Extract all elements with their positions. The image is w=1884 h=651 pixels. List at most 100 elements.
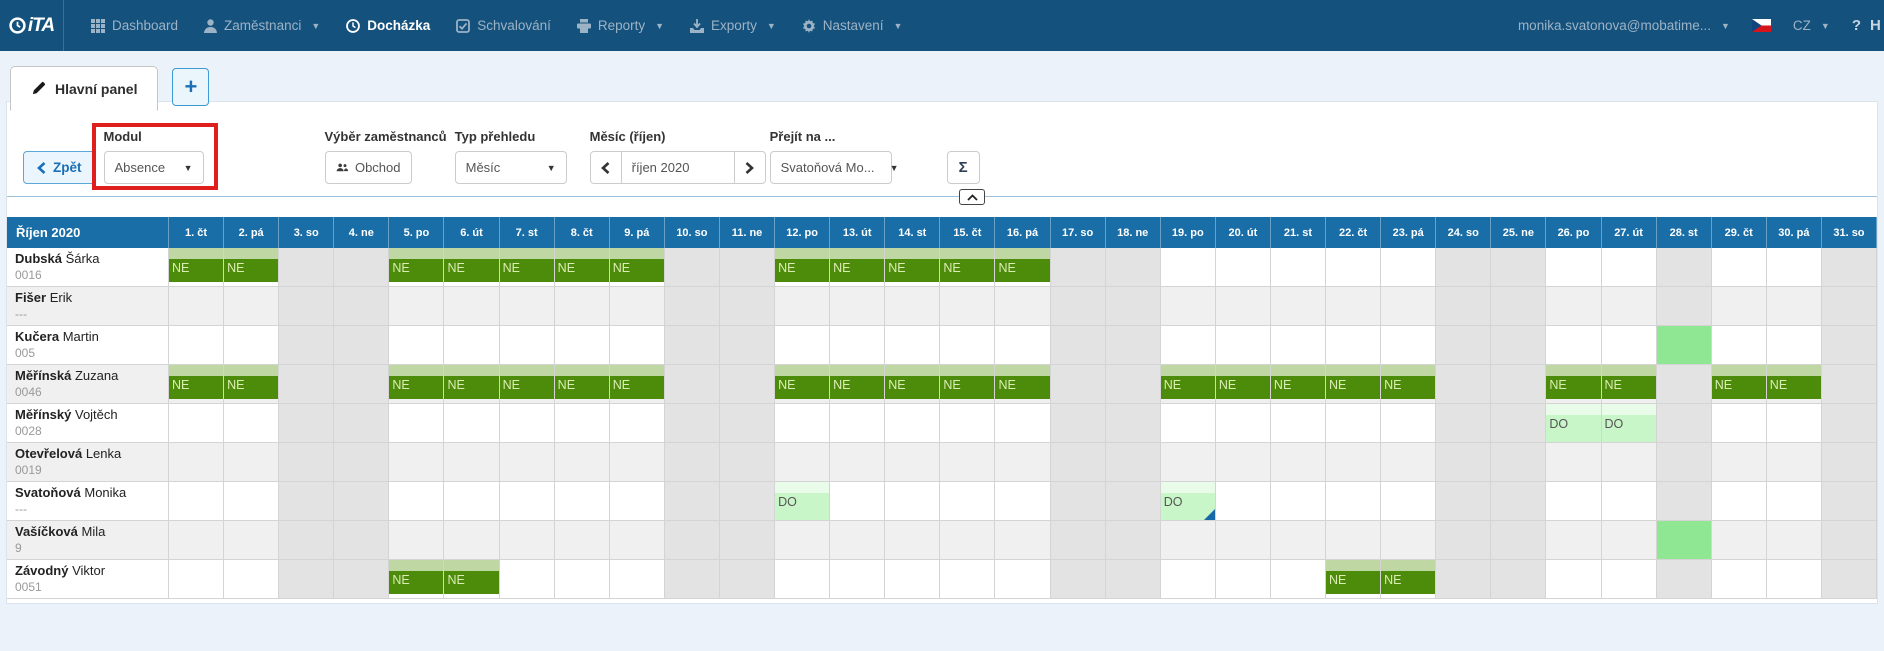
day-cell[interactable] [1105, 521, 1161, 560]
day-cell[interactable]: NE [1215, 365, 1271, 404]
day-cell[interactable] [1326, 326, 1382, 365]
day-cell[interactable] [1546, 287, 1602, 326]
day-cell[interactable] [885, 521, 941, 560]
day-cell[interactable] [1326, 404, 1382, 443]
day-cell[interactable] [1436, 287, 1492, 326]
day-cell[interactable] [719, 365, 776, 404]
day-cell[interactable] [499, 521, 555, 560]
day-cell[interactable] [1381, 482, 1437, 521]
day-cell[interactable] [444, 404, 500, 443]
day-cell[interactable] [554, 443, 610, 482]
day-cell[interactable] [664, 326, 720, 365]
day-cell[interactable] [609, 482, 665, 521]
day-cell[interactable]: NE [444, 248, 500, 287]
day-cell[interactable] [499, 443, 555, 482]
day-cell[interactable] [940, 560, 996, 599]
day-cell[interactable] [334, 482, 390, 521]
day-cell[interactable] [995, 443, 1051, 482]
day-cell[interactable] [609, 287, 665, 326]
day-cell[interactable] [1711, 443, 1767, 482]
day-cell[interactable] [664, 365, 720, 404]
day-cell[interactable] [279, 560, 335, 599]
next-month-button[interactable] [733, 151, 766, 184]
day-cell[interactable] [1436, 482, 1492, 521]
day-cell[interactable] [609, 326, 665, 365]
day-cell[interactable] [1270, 326, 1327, 365]
day-cell[interactable]: NE [885, 365, 941, 404]
day-cell[interactable] [279, 404, 335, 443]
day-cell[interactable] [1105, 326, 1161, 365]
day-cell[interactable] [224, 326, 280, 365]
day-cell[interactable]: NE [830, 365, 886, 404]
day-cell[interactable]: DO [1601, 404, 1657, 443]
day-cell[interactable] [444, 287, 500, 326]
nav-item-docházka[interactable]: Docházka [346, 18, 430, 33]
prev-month-button[interactable] [589, 151, 622, 184]
day-cell[interactable]: NE [995, 365, 1051, 404]
day-cell[interactable] [1105, 287, 1161, 326]
day-cell[interactable]: NE [444, 560, 500, 599]
day-cell[interactable] [1711, 248, 1767, 287]
day-cell[interactable] [1160, 404, 1216, 443]
day-cell[interactable] [830, 482, 886, 521]
day-cell[interactable]: NE [609, 365, 665, 404]
day-cell[interactable]: NE [1601, 365, 1657, 404]
day-cell[interactable] [1711, 521, 1767, 560]
day-cell[interactable] [554, 326, 610, 365]
day-cell[interactable] [334, 365, 390, 404]
day-cell[interactable] [1766, 326, 1822, 365]
day-cell[interactable] [995, 482, 1051, 521]
day-cell[interactable] [775, 287, 831, 326]
day-cell[interactable]: NE [775, 365, 831, 404]
day-cell[interactable] [1326, 443, 1382, 482]
day-cell[interactable] [169, 443, 225, 482]
day-cell[interactable] [1215, 482, 1271, 521]
day-cell[interactable] [1160, 326, 1216, 365]
day-cell[interactable] [1601, 287, 1657, 326]
day-cell[interactable] [775, 326, 831, 365]
day-cell[interactable] [940, 326, 996, 365]
day-cell[interactable] [499, 287, 555, 326]
day-cell[interactable] [1160, 248, 1216, 287]
day-cell[interactable] [1821, 326, 1877, 365]
day-cell[interactable] [224, 443, 280, 482]
day-cell[interactable] [1711, 326, 1767, 365]
day-cell[interactable] [995, 404, 1051, 443]
day-cell[interactable]: NE [389, 365, 445, 404]
day-cell[interactable] [719, 326, 776, 365]
day-cell[interactable] [885, 482, 941, 521]
day-cell[interactable]: NE [554, 248, 610, 287]
day-cell[interactable] [1215, 521, 1271, 560]
day-cell[interactable] [664, 287, 720, 326]
day-cell[interactable] [1436, 326, 1492, 365]
day-cell[interactable] [995, 287, 1051, 326]
nav-item-schvalování[interactable]: Schvalování [456, 18, 551, 33]
day-cell[interactable] [1491, 326, 1547, 365]
day-cell[interactable] [1160, 443, 1216, 482]
day-cell[interactable]: NE [1160, 365, 1216, 404]
day-cell[interactable] [1160, 287, 1216, 326]
day-cell[interactable] [554, 287, 610, 326]
day-cell[interactable] [389, 521, 445, 560]
day-cell[interactable] [1711, 404, 1767, 443]
day-cell[interactable] [1326, 521, 1382, 560]
day-cell[interactable] [169, 560, 225, 599]
day-cell[interactable] [499, 560, 555, 599]
day-cell[interactable]: NE [1546, 365, 1602, 404]
day-cell[interactable] [224, 287, 280, 326]
day-cell[interactable] [1766, 482, 1822, 521]
day-cell[interactable] [1546, 521, 1602, 560]
day-cell[interactable] [1160, 521, 1216, 560]
nav-item-exporty[interactable]: Exporty ▼ [690, 18, 776, 33]
day-cell[interactable] [1050, 365, 1106, 404]
day-cell[interactable] [1270, 443, 1327, 482]
day-cell[interactable] [1436, 404, 1492, 443]
day-cell[interactable]: NE [1711, 365, 1767, 404]
day-cell[interactable] [1711, 482, 1767, 521]
day-cell[interactable] [1546, 560, 1602, 599]
day-cell[interactable] [1436, 365, 1492, 404]
day-cell[interactable] [1436, 443, 1492, 482]
day-cell[interactable] [1105, 248, 1161, 287]
day-cell[interactable] [224, 482, 280, 521]
day-cell[interactable] [1491, 521, 1547, 560]
